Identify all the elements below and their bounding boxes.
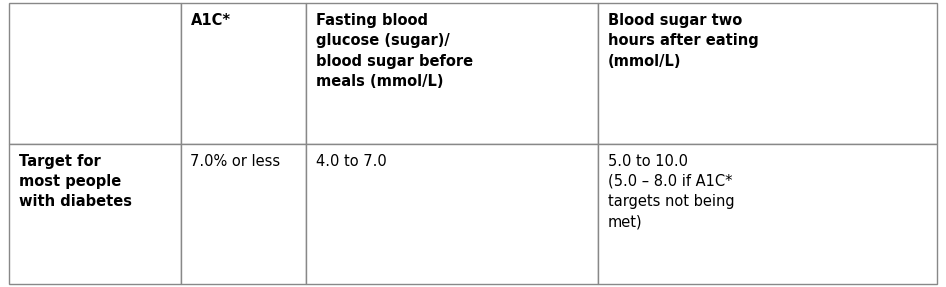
Bar bbox=[598, 144, 937, 284]
Bar bbox=[181, 3, 307, 144]
Text: Target for
most people
with diabetes: Target for most people with diabetes bbox=[19, 154, 131, 209]
Text: 4.0 to 7.0: 4.0 to 7.0 bbox=[316, 154, 386, 168]
Text: Fasting blood
glucose (sugar)/
blood sugar before
meals (mmol/L): Fasting blood glucose (sugar)/ blood sug… bbox=[316, 13, 473, 89]
Text: Blood sugar two
hours after eating
(mmol/L): Blood sugar two hours after eating (mmol… bbox=[607, 13, 759, 69]
Bar bbox=[307, 3, 598, 144]
Bar bbox=[181, 144, 307, 284]
Text: A1C*: A1C* bbox=[190, 13, 231, 28]
Bar bbox=[598, 3, 937, 144]
Bar bbox=[307, 144, 598, 284]
Bar bbox=[9, 144, 181, 284]
Bar bbox=[9, 3, 181, 144]
Text: 5.0 to 10.0
(5.0 – 8.0 if A1C*
targets not being
met): 5.0 to 10.0 (5.0 – 8.0 if A1C* targets n… bbox=[607, 154, 734, 230]
Text: 7.0% or less: 7.0% or less bbox=[190, 154, 281, 168]
